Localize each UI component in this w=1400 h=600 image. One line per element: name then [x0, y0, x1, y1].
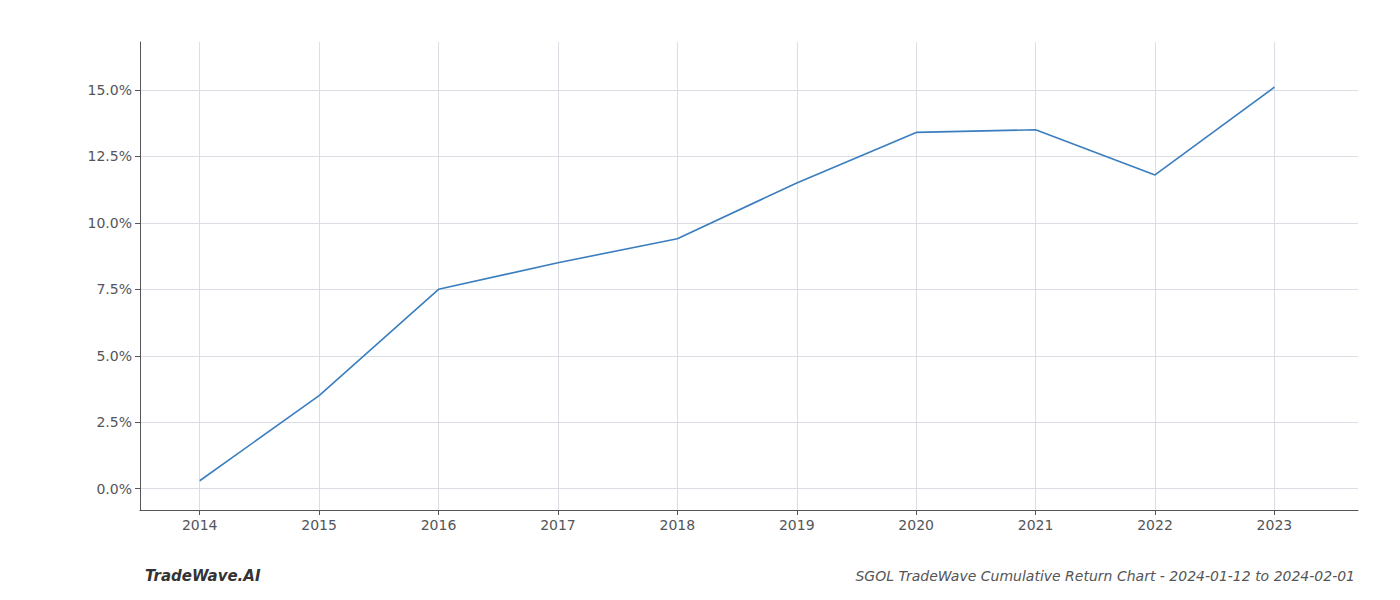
svg-text:2015: 2015	[301, 517, 337, 533]
svg-text:2021: 2021	[1018, 517, 1054, 533]
svg-text:5.0%: 5.0%	[96, 348, 132, 364]
svg-text:2019: 2019	[779, 517, 815, 533]
svg-text:2017: 2017	[540, 517, 576, 533]
svg-text:10.0%: 10.0%	[88, 215, 132, 231]
svg-text:SGOL TradeWave Cumulative Retu: SGOL TradeWave Cumulative Return Chart -…	[855, 568, 1355, 584]
svg-text:0.0%: 0.0%	[96, 481, 132, 497]
svg-text:TradeWave.AI: TradeWave.AI	[145, 567, 261, 585]
svg-text:2014: 2014	[182, 517, 218, 533]
svg-text:2023: 2023	[1257, 517, 1293, 533]
svg-text:2022: 2022	[1137, 517, 1173, 533]
svg-text:15.0%: 15.0%	[88, 82, 132, 98]
svg-text:2020: 2020	[898, 517, 934, 533]
svg-text:12.5%: 12.5%	[88, 148, 132, 164]
svg-text:2018: 2018	[660, 517, 696, 533]
svg-text:2016: 2016	[421, 517, 457, 533]
svg-text:2.5%: 2.5%	[96, 414, 132, 430]
svg-text:7.5%: 7.5%	[96, 281, 132, 297]
